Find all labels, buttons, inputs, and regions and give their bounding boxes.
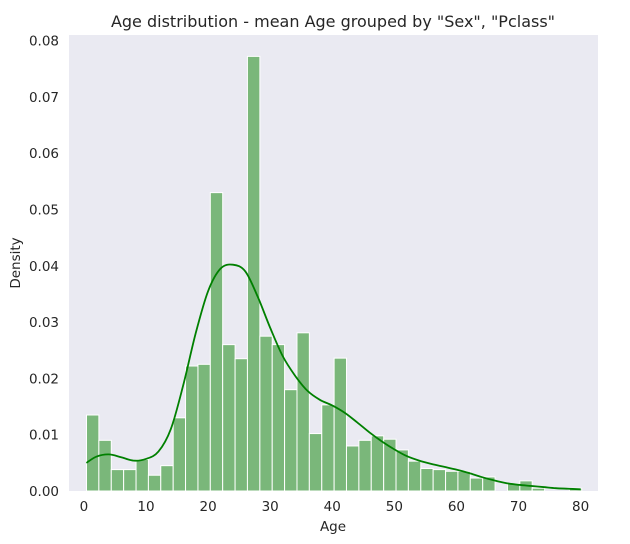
histogram-bar [172, 417, 187, 492]
histogram-bar [234, 358, 248, 492]
y-tick-label: 0.08 [29, 34, 59, 50]
histogram-bar [358, 439, 372, 492]
histogram-bar [222, 344, 236, 492]
y-tick-label: 0.03 [29, 315, 59, 331]
x-tick-label: 20 [199, 499, 216, 515]
x-tick-label: 40 [324, 499, 341, 515]
histogram-bar [123, 469, 137, 492]
histogram-bar [271, 344, 286, 492]
histogram-bar [135, 458, 149, 492]
histogram-bar [259, 335, 273, 492]
histogram-bar [370, 435, 385, 492]
histogram-bar [209, 192, 224, 492]
histogram-bar [531, 487, 546, 492]
histogram-bar [284, 389, 298, 492]
histogram-bar [160, 465, 174, 492]
histogram-bar [445, 470, 459, 492]
histogram-bar [345, 445, 360, 492]
x-tick-label: 0 [80, 499, 89, 515]
y-axis-ticks: 0.00 0.01 0.02 0.03 0.04 0.05 0.06 0.07 0.08 [29, 34, 59, 500]
histogram-bar [333, 357, 347, 492]
x-tick-label: 80 [572, 499, 589, 515]
histogram-bar [86, 414, 100, 492]
histogram-bar [407, 460, 422, 492]
histogram-bar [321, 404, 335, 492]
histogram-bar [197, 363, 211, 492]
x-axis-ticks: 0 10 20 30 40 50 60 70 80 [80, 499, 590, 515]
y-axis-label: Density [8, 237, 24, 288]
histogram-bar [308, 433, 323, 492]
histogram-bar [246, 55, 261, 492]
histogram-bar [457, 470, 471, 492]
y-tick-label: 0.06 [29, 146, 59, 162]
histogram-bar [469, 477, 484, 492]
x-tick-label: 70 [510, 499, 527, 515]
histogram-bar [432, 469, 447, 492]
histogram-bars [86, 55, 583, 492]
histogram-bar [185, 365, 199, 492]
y-tick-label: 0.02 [29, 371, 59, 387]
y-tick-label: 0.01 [29, 428, 59, 444]
histogram-bar [420, 467, 434, 492]
x-tick-label: 60 [448, 499, 465, 515]
histogram-bar [98, 439, 112, 492]
x-axis-label: Age [320, 519, 346, 535]
histogram-bar [296, 332, 310, 492]
x-tick-label: 30 [262, 499, 279, 515]
y-tick-label: 0.05 [29, 203, 59, 219]
x-tick-label: 10 [137, 499, 154, 515]
y-tick-label: 0.07 [29, 90, 59, 106]
chart-title: Age distribution - mean Age grouped by "… [111, 12, 555, 31]
x-tick-label: 50 [386, 499, 403, 515]
kde-curve [85, 263, 581, 491]
y-tick-label: 0.00 [29, 484, 59, 500]
histogram-bar [147, 474, 162, 492]
histogram-bar [110, 469, 125, 492]
y-tick-label: 0.04 [29, 259, 59, 275]
